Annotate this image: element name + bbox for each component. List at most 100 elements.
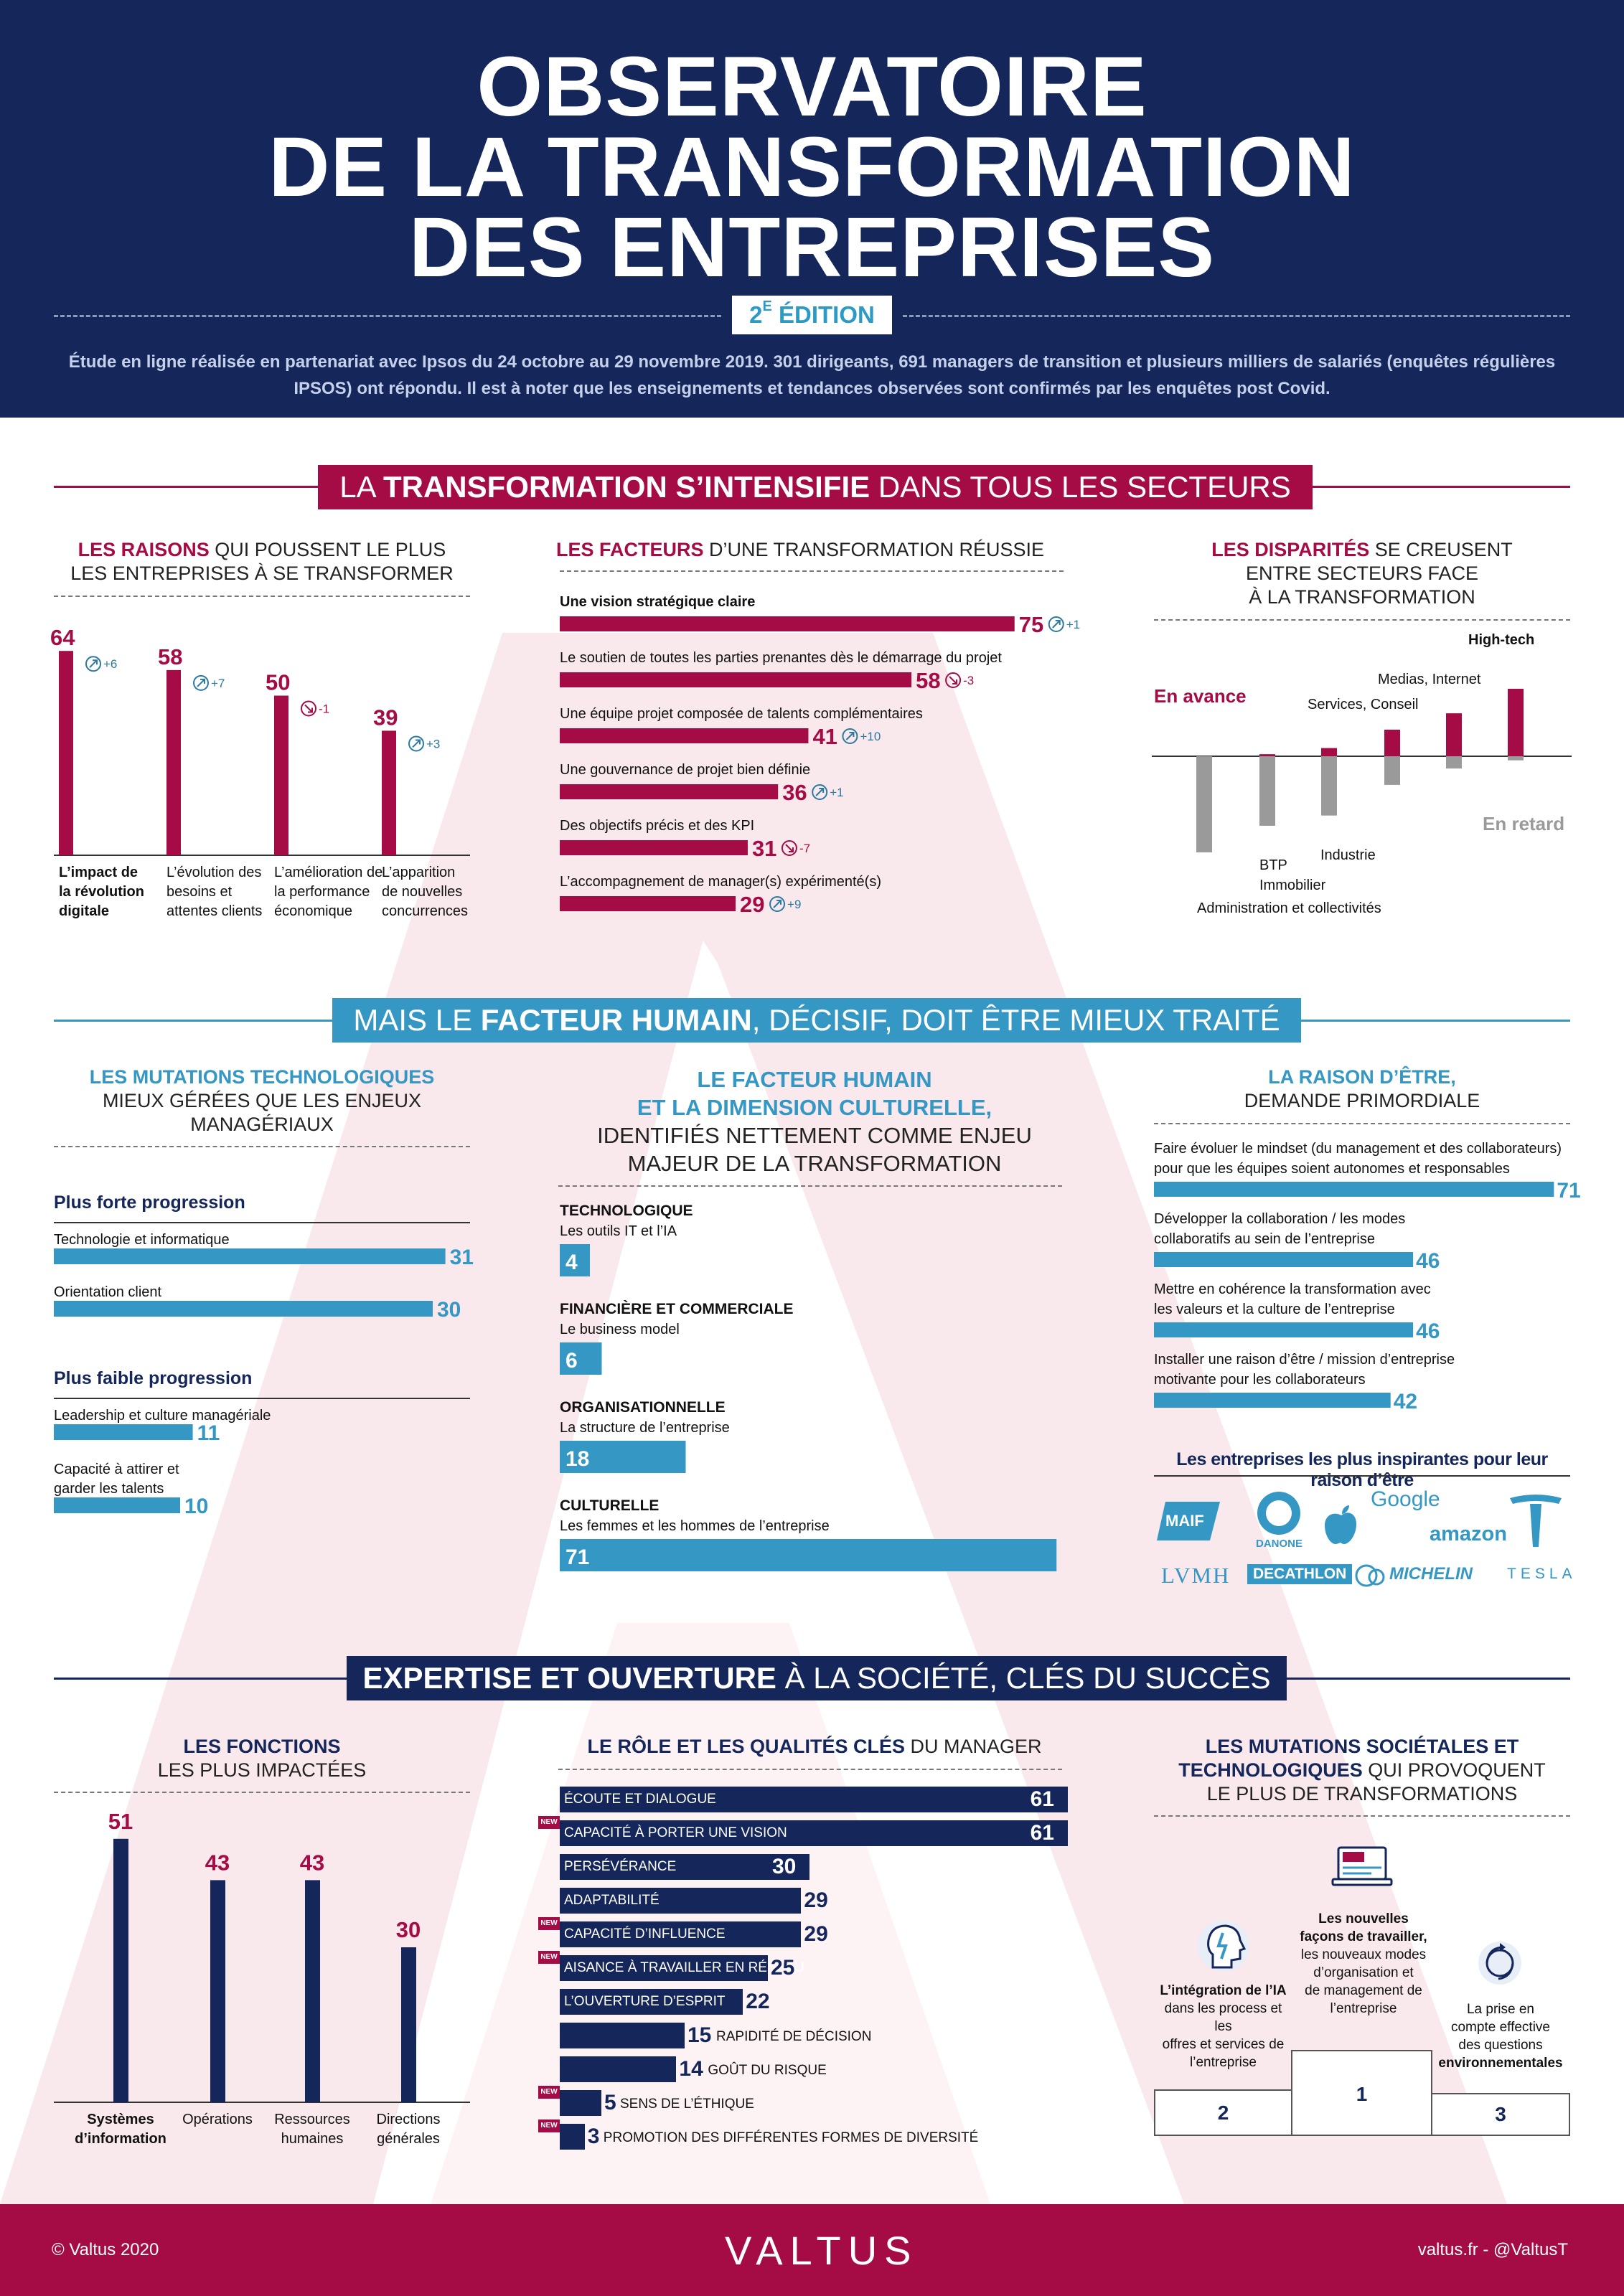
raisons-label-0-1: la révolution: [59, 884, 144, 900]
lvmh-logo: LVMH: [1161, 1563, 1231, 1588]
facteurs-bar-3: [560, 784, 779, 799]
apple-logo: [1325, 1505, 1358, 1545]
facteurs-trend-2-change: +10: [860, 730, 881, 743]
facteurs-value-5: 29: [740, 892, 764, 917]
role-label-7: RAPIDITÉ DE DÉCISION: [716, 2029, 872, 2044]
facteurs-value-3: 36: [782, 780, 807, 805]
role-value-7: 15: [687, 2023, 712, 2047]
humain-group-3: CULTURELLE: [560, 1497, 659, 1514]
fonctions-divider: [54, 1792, 470, 1793]
raisons-label-0-2: digitale: [59, 903, 109, 919]
mutations-label-3-0: Capacité à attirer et: [54, 1462, 179, 1477]
role-bar-9: [560, 2090, 601, 2116]
facteurs-label-0: Une vision stratégique claire: [560, 594, 755, 610]
facteurs-trend-0-change: +1: [1066, 618, 1080, 631]
header-divider-left: [54, 315, 721, 317]
footer-links[interactable]: valtus.fr - @ValtusT: [1417, 2240, 1568, 2259]
disparites-neg-bar-4: [1446, 756, 1462, 769]
facteurs-value-1: 58: [916, 668, 940, 693]
disparites-divider: [1154, 619, 1570, 621]
mutations-bar-3: [54, 1497, 180, 1513]
mutations-value-0: 31: [450, 1246, 474, 1269]
role-new-badge-9: NEW: [538, 2086, 560, 2099]
mutations-value-3: 10: [184, 1495, 208, 1518]
raison-label-3-0: Installer une raison d’être / mission d’…: [1154, 1352, 1455, 1368]
role-value-9: 5: [604, 2091, 616, 2114]
raisons-label-3-1: de nouvelles: [382, 884, 462, 900]
role-label-2: PERSÉVÉRANCE: [564, 1859, 677, 1874]
facteurs-trend-1-icon: [945, 672, 962, 688]
raison-value-2: 46: [1416, 1319, 1440, 1343]
en-retard-label: En retard: [1483, 813, 1565, 834]
facteurs-chart: Une vision stratégique claire 75 +1 Le sout…: [560, 594, 1080, 917]
role-label-0: ÉCOUTE ET DIALOGUE: [564, 1792, 716, 1807]
role-divider: [558, 1769, 1062, 1770]
facteurs-label-1: Le soutien de toutes les parties prenant…: [560, 650, 1002, 666]
fonctions-value-1: 43: [205, 1850, 230, 1875]
fonctions-chart: 51 Systèmes d’information 43 Opérations 43 Res…: [54, 1809, 470, 2147]
raisons-trend-2-arrow: [304, 704, 313, 713]
raison-chart: Faire évoluer le mindset (du management …: [1154, 1141, 1581, 1413]
disparites-heading: LES DISPARITÉS SE CREUSENT ENTRE SECTEURS…: [1211, 539, 1513, 608]
disparites-label-0: Administration et collectivités: [1197, 900, 1381, 916]
facteurs-label-3: Une gouvernance de projet bien définie: [560, 762, 810, 778]
role-label-3: ADAPTABILITÉ: [564, 1893, 660, 1908]
disparites-label-4: Services, Conseil: [1308, 697, 1419, 712]
facteurs-trend-1-arrow: [949, 676, 958, 684]
humain-value-3: 71: [565, 1545, 589, 1569]
raisons-trend-2-icon: [301, 700, 316, 717]
raisons-trend-3-change: +3: [426, 737, 440, 751]
footer: © Valtus 2020 VALTUS valtus.fr - @Valtus…: [0, 2204, 1624, 2296]
role-label-4: CAPACITÉ D’INFLUENCE: [564, 1926, 726, 1942]
humain-bar-0: [560, 1244, 590, 1276]
raisons-bar-0: [59, 651, 73, 855]
forte-divider: [54, 1222, 470, 1223]
michelin-logo: MICHELIN: [1355, 1561, 1498, 1590]
mutations-value-2: 11: [197, 1421, 220, 1445]
tesla-wordmark: TESLA: [1507, 1566, 1577, 1582]
role-value-6: 22: [746, 1990, 770, 2013]
facteurs-trend-0-arrow: [1052, 620, 1061, 629]
facteurs-trend-3-change: +1: [830, 786, 843, 799]
fonctions-value-2: 43: [300, 1850, 324, 1875]
raisons-value-0: 64: [50, 625, 75, 650]
humain-divider: [558, 1185, 1062, 1187]
role-label-5: AISANCE À TRAVAILLER EN RÉSEAU: [564, 1960, 804, 1975]
role-label-6: L’OUVERTURE D’ESPRIT: [564, 1994, 726, 2009]
main-title-line-3: DES ENTREPRISES: [408, 200, 1216, 295]
raisons-value-3: 39: [373, 705, 398, 730]
raisons-bar-2: [274, 695, 288, 855]
humain-label-1: Le business model: [560, 1322, 680, 1337]
mutations-chart: Technologie et informatique 31 Orientation…: [54, 1232, 474, 1518]
role-value-8: 14: [679, 2057, 703, 2081]
raison-value-0: 71: [1557, 1179, 1580, 1203]
raisons-trend-0-arrow: [89, 659, 98, 668]
role-value-10: 3: [587, 2125, 600, 2148]
societales-heading: LES MUTATIONS SOCIÉTALES ET TECHNOLOGIQUE…: [1178, 1736, 1546, 1805]
humain-group-2: ORGANISATIONNELLE: [560, 1399, 726, 1416]
humain-bar-3: [560, 1539, 1057, 1571]
humain-label-2: La structure de l’entreprise: [560, 1420, 730, 1436]
laptop-icon: [1331, 1842, 1393, 1899]
humain-bar-1: [560, 1342, 602, 1375]
disparites-pos-bar-5: [1508, 688, 1524, 756]
role-bar-4: [560, 1921, 802, 1947]
raison-value-1: 46: [1416, 1249, 1440, 1273]
fonctions-value-0: 51: [108, 1809, 133, 1834]
role-new-badge-5: NEW: [538, 1951, 560, 1964]
raisons-label-1-0: L’évolution des: [166, 865, 261, 880]
humain-value-1: 6: [565, 1349, 578, 1373]
facteurs-bar-0: [560, 616, 1015, 631]
mutations-bar-0: [54, 1248, 446, 1264]
raisons-label-2-2: économique: [274, 903, 352, 919]
facteurs-label-2: Une équipe projet composée de talents co…: [560, 706, 923, 722]
main-title-line-2: DE LA TRANSFORMATION: [268, 120, 1356, 215]
fonctions-label-3-0: Directions: [377, 2112, 441, 2127]
disparites-label-2: Immobilier: [1259, 878, 1326, 893]
raisons-heading: LES RAISONS QUI POUSSENT LE PLUS LES ENTR…: [70, 539, 454, 584]
raisons-bar-1: [166, 669, 181, 855]
facteurs-divider: [560, 570, 1064, 572]
raisons-label-2-0: L’amélioration de: [274, 865, 382, 880]
role-bar-5: [560, 1955, 768, 1981]
raison-bar-0: [1154, 1182, 1554, 1197]
